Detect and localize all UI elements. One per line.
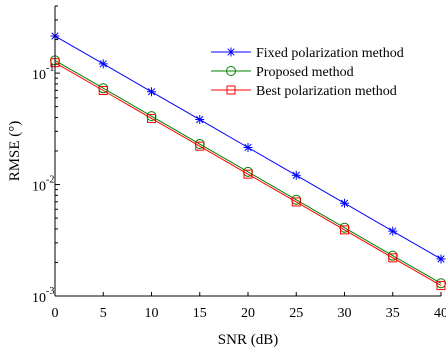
y-tick-exponent: -1 [46, 63, 54, 74]
y-tick-label: 10 [32, 68, 46, 83]
x-tick-label: 40 [434, 306, 446, 321]
x-tick-label: 30 [338, 306, 352, 321]
legend: Fixed polarization method Proposed method… [208, 38, 436, 102]
legend-label-2: Proposed method [256, 65, 354, 80]
series-3-point-7 [340, 225, 349, 235]
series-1-point-5 [243, 142, 253, 152]
legend-box [208, 38, 436, 102]
series-1-point-2 [98, 59, 108, 69]
legend-marker-2 [226, 66, 236, 76]
series-3-point-2 [98, 86, 108, 96]
series-3-point-6 [291, 197, 301, 207]
series-1-point-7 [340, 198, 349, 208]
series-3-point-4 [195, 141, 205, 151]
y-tick-exponent: -2 [46, 175, 54, 186]
series-1-point-4 [195, 115, 205, 125]
x-tick-label: 35 [386, 306, 400, 321]
legend-marker-1 [226, 47, 236, 57]
series-3-point-5 [243, 169, 253, 179]
series-3-point-9 [436, 281, 446, 291]
x-tick-label: 5 [100, 306, 107, 321]
series-1-point-8 [388, 226, 398, 236]
series-3-point-8 [388, 253, 398, 263]
y-axis-label: RMSE (°) [7, 121, 23, 182]
x-tick-label: 0 [52, 306, 59, 321]
legend-label-1: Fixed polarization method [256, 46, 404, 61]
series-3-point-3 [147, 113, 156, 123]
series-line-2 [54, 59, 442, 284]
y-tick-exponent: -3 [46, 286, 54, 297]
y-tick-label: 10 [32, 180, 46, 195]
series-1-point-3 [147, 87, 156, 97]
legend-marker-3 [226, 85, 236, 95]
x-tick-label: 15 [193, 306, 207, 321]
x-tick-label: 10 [145, 306, 159, 321]
series-1-point-6 [291, 170, 301, 180]
x-axis-label: SNR (dB) [218, 332, 278, 348]
legend-label-3: Best polarization method [256, 84, 397, 99]
x-tick-label: 20 [241, 306, 255, 321]
x-tick-label: 25 [289, 306, 303, 321]
y-tick-label: 10 [32, 291, 46, 306]
series-line-3 [54, 62, 442, 287]
axes [54, 5, 442, 297]
series-1-point-9 [436, 254, 446, 264]
